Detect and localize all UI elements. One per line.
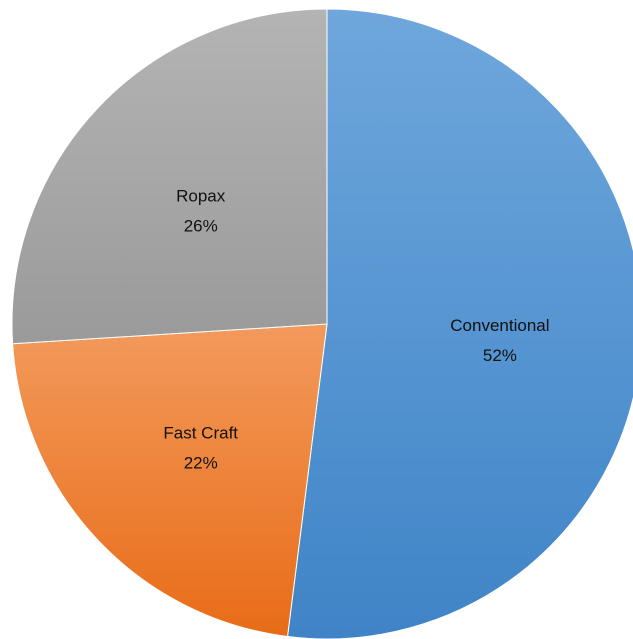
pie-labels: Conventional 52% Fast Craft 22% Ropax 26% (163, 186, 549, 472)
slice-category-label: Conventional (450, 316, 549, 335)
slice-percent-label: 22% (184, 454, 218, 473)
slice-label-fast-craft: Fast Craft 22% (163, 424, 238, 473)
slice-percent-label: 52% (483, 346, 517, 365)
pie-slices (11, 8, 633, 639)
slice-category-label: Ropax (176, 186, 226, 205)
pie-slice-ropax (11, 8, 328, 345)
pie-slice-fast-craft (12, 323, 328, 638)
slice-label-ropax: Ropax 26% (176, 186, 226, 235)
slice-percent-label: 26% (184, 216, 218, 235)
slice-label-conventional: Conventional 52% (450, 316, 549, 365)
pie-slice-conventional (286, 8, 633, 639)
slice-category-label: Fast Craft (163, 424, 238, 443)
